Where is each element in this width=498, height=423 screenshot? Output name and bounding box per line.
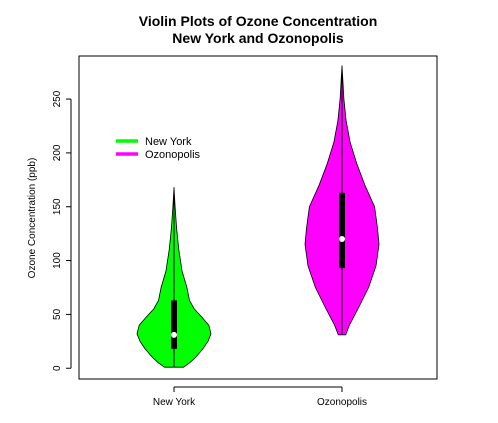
y-tick-label: 50 <box>52 308 63 320</box>
chart-title-line-1: Violin Plots of Ozone Concentration <box>139 13 378 29</box>
y-tick-label: 150 <box>52 198 63 215</box>
chart-title-line-2: New York and Ozonopolis <box>172 30 344 46</box>
median-point-ozonopolis <box>339 236 345 243</box>
y-tick-label: 0 <box>52 365 63 371</box>
x-tick-label: New York <box>153 397 196 408</box>
violins-group <box>136 65 380 368</box>
x-tick-label: Ozonopolis <box>317 397 367 408</box>
y-tick-label: 250 <box>52 90 63 107</box>
iqr-box-ozonopolis <box>339 192 345 269</box>
y-tick-label: 100 <box>52 252 63 269</box>
legend-label-new-york: New York <box>145 136 192 148</box>
iqr-box-new-york <box>171 300 177 349</box>
median-point-new-york <box>171 331 177 338</box>
x-axis: New York Ozonopolis <box>153 386 367 408</box>
y-axis: 0 50 100 150 200 250 <box>52 90 72 371</box>
y-tick-label: 200 <box>52 144 63 161</box>
legend: New York Ozonopolis <box>116 136 201 161</box>
plot-frame <box>78 55 438 380</box>
y-axis-label: Ozone Concentration (ppb) <box>27 158 38 279</box>
legend-label-ozonopolis: Ozonopolis <box>145 149 201 161</box>
